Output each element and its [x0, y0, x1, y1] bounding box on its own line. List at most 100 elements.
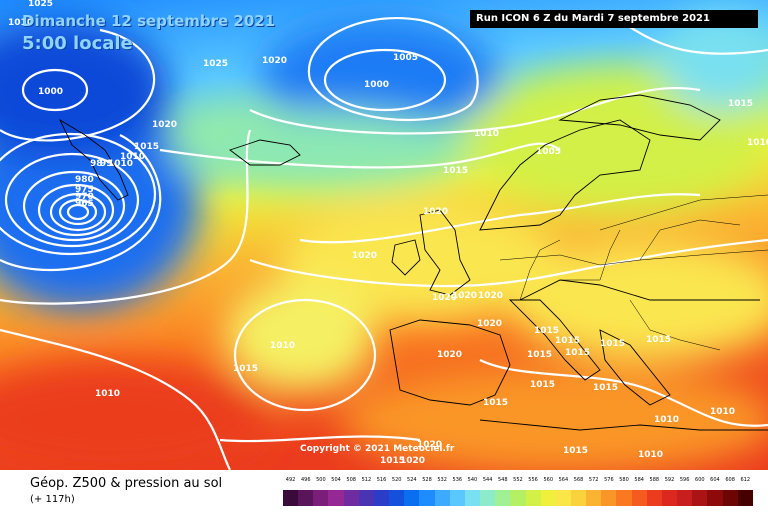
legend-label: 536	[452, 477, 463, 483]
legend-label: 576	[604, 477, 614, 483]
legend-swatch	[692, 490, 708, 506]
model-run-label: Run ICON 6 Z du Mardi 7 septembre 2021	[470, 10, 758, 28]
forecast-time: 5:00 locale	[22, 33, 133, 54]
isobar-label: 980	[75, 175, 94, 185]
legend-swatch	[434, 490, 450, 506]
legend-swatch	[510, 490, 526, 506]
isobar-label: 1010	[108, 159, 133, 169]
legend-label: 548	[497, 477, 508, 483]
isobar-label: 1020	[477, 319, 502, 329]
legend-swatch	[389, 490, 405, 506]
legend-swatch	[631, 490, 647, 506]
legend-label: 592	[664, 477, 675, 483]
legend-swatch	[313, 490, 329, 506]
footer-title: Géop. Z500 & pression au sol	[30, 476, 223, 491]
legend-label: 544	[482, 477, 493, 483]
isobar-label: 1010	[654, 415, 679, 425]
legend-swatch	[298, 490, 314, 506]
isobar-label: 1010	[747, 138, 768, 148]
isobar-label: 1015	[233, 364, 258, 374]
isobar-label: 1010	[638, 450, 663, 460]
legend-swatch	[404, 490, 420, 506]
legend-swatch	[358, 490, 374, 506]
isobar-label: 1015	[443, 166, 468, 176]
isobar-label: 965	[75, 199, 94, 209]
isobar-label: 1015	[563, 446, 588, 456]
isobar-label: 1010	[710, 407, 735, 417]
isobar-label: 1010	[270, 341, 295, 351]
legend-label: 600	[695, 477, 705, 483]
legend-swatch	[677, 490, 693, 506]
isobar-label: 1020	[452, 291, 477, 301]
legend-swatch	[480, 490, 496, 506]
isobar-label: 1015	[534, 326, 559, 336]
isobars	[0, 16, 768, 470]
legend-swatch	[464, 490, 481, 506]
legend-label: 608	[725, 477, 735, 483]
legend-label: 596	[679, 477, 690, 483]
isobar-label: 1015	[380, 456, 405, 466]
isobar-label: 1020	[352, 251, 377, 261]
isobar-label: 1010	[95, 389, 120, 399]
legend-swatch	[722, 490, 738, 506]
legend-label: 504	[331, 477, 341, 483]
legend-label: 612	[740, 477, 751, 483]
isobar-label: 1015	[530, 380, 555, 390]
legend-labels: 492 496 500 504 508 512 516 520 524 528 532 536 540 5…	[283, 477, 753, 483]
isobar-label: 1015	[565, 348, 590, 358]
legend-label: 528	[422, 477, 432, 483]
legend-swatch	[419, 490, 435, 506]
isobar-label: 98	[90, 159, 103, 169]
isobar-label: 1025	[28, 0, 53, 9]
isobar-label: 1020	[152, 120, 177, 130]
isobar-label: 975	[75, 185, 94, 195]
legend-label: 512	[361, 477, 372, 483]
color-legend	[283, 490, 753, 506]
legend-swatch	[586, 490, 602, 506]
isobar-labels: 1025 1025 1020 1005 1000 1000 1015 1020 …	[8, 0, 768, 466]
legend-label: 496	[300, 477, 311, 483]
isobar-label: 1020	[423, 207, 448, 217]
isobar-label: 1005	[393, 53, 418, 63]
isobar-label: 1015	[646, 335, 671, 345]
legend-label: 500	[316, 477, 326, 483]
legend-label: 520	[391, 477, 402, 483]
legend-label: 556	[528, 477, 538, 483]
footer-subtitle: (+ 117h)	[30, 494, 75, 505]
isobar-label: 99	[100, 159, 113, 169]
legend-swatch	[661, 490, 678, 506]
isobar-label: 1010	[474, 129, 499, 139]
legend-swatch	[646, 490, 662, 506]
isobar-label: 1015	[483, 398, 508, 408]
isobar-label: 1005	[536, 147, 561, 157]
isobar-label: 1010	[120, 152, 145, 162]
isobar-label: 1015	[134, 142, 159, 152]
isobar-label: 1010	[8, 18, 33, 28]
legend-swatch	[283, 490, 299, 506]
legend-swatch	[449, 490, 465, 506]
legend-swatch	[525, 490, 541, 506]
legend-label: 568	[573, 477, 584, 483]
legend-label: 492	[285, 477, 296, 483]
legend-label: 584	[634, 477, 644, 483]
legend-label: 588	[649, 477, 660, 483]
legend-label: 564	[558, 477, 569, 483]
legend-swatch	[373, 490, 390, 506]
legend-label: 516	[376, 477, 387, 483]
isobar-label: 1015	[593, 383, 618, 393]
isobar-label: 1025	[203, 59, 228, 69]
isobar-label: 1015	[555, 336, 580, 346]
legend-label: 532	[437, 477, 447, 483]
legend-label: 524	[407, 477, 417, 483]
isobar-label: 1015	[527, 350, 552, 360]
copyright: Copyright © 2021 Meteociel.fr	[300, 444, 455, 454]
legend-swatch	[707, 490, 723, 506]
legend-label: 508	[346, 477, 356, 483]
legend-label: 580	[619, 477, 629, 483]
borders	[499, 194, 768, 351]
isobar-label: 1020	[478, 291, 503, 301]
legend-swatch	[495, 490, 511, 506]
isobar-label: 1020	[400, 456, 425, 466]
legend-label: 604	[710, 477, 720, 483]
map-canvas: 1025 1025 1020 1005 1000 1000 1015 1020 …	[0, 0, 768, 470]
